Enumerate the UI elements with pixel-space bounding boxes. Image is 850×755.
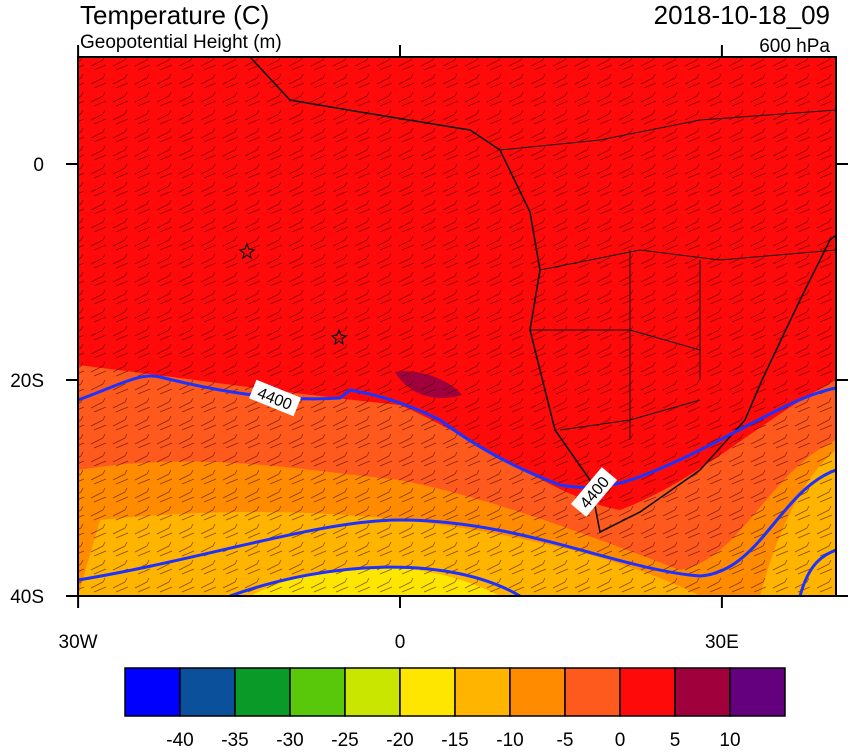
colorbar-label: -20 — [386, 730, 413, 750]
coastline — [249, 57, 836, 534]
colorbar-box — [619, 667, 676, 717]
lat-tick-label: 40S — [10, 587, 44, 608]
colorbar-label: 0 — [615, 730, 626, 750]
map-field — [78, 57, 836, 596]
colorbar-box — [179, 667, 236, 717]
station-marker — [238, 242, 348, 346]
colorbar-box — [674, 667, 731, 717]
lon-tick-label: 0 — [395, 632, 406, 653]
colorbar-box — [234, 667, 291, 717]
colorbar-label: -10 — [496, 730, 523, 750]
subtitle: Geopotential Height (m) — [80, 32, 282, 53]
colorbar-box — [509, 667, 566, 717]
contour-line — [78, 374, 836, 489]
lon-tick-label: 30E — [705, 632, 739, 653]
datetime: 2018-10-18_09 — [654, 0, 830, 30]
colorbar-label: -30 — [276, 730, 303, 750]
lat-tick-label: 20S — [10, 371, 44, 392]
level: 600 hPa — [759, 36, 830, 57]
contour-label-box — [249, 379, 301, 417]
colorbar-label: 10 — [719, 730, 740, 750]
borders — [499, 109, 836, 440]
colorbar-box — [729, 667, 786, 717]
lon-tick-label: 30W — [59, 632, 98, 653]
colorbar-label: -40 — [166, 730, 193, 750]
map-frame — [77, 56, 837, 597]
colorbar-box — [564, 667, 621, 717]
contour-label-box — [570, 467, 618, 517]
colorbar-label: 5 — [670, 730, 681, 750]
colorbar-label: -35 — [221, 730, 248, 750]
title: Temperature (C) — [80, 0, 269, 30]
colorbar-box — [289, 667, 346, 717]
colorbar-label: -15 — [441, 730, 468, 750]
colorbar-box — [399, 667, 456, 717]
colorbar-label: -25 — [331, 730, 358, 750]
colorbar-box — [344, 667, 401, 717]
colorbar-box — [124, 667, 181, 717]
wind-barbs — [78, 57, 836, 596]
colorbar-label: -5 — [557, 730, 574, 750]
contour-line — [78, 468, 836, 582]
contour-line — [229, 548, 836, 596]
colorbar-box — [454, 667, 511, 717]
lat-tick-label: 0 — [33, 155, 44, 176]
